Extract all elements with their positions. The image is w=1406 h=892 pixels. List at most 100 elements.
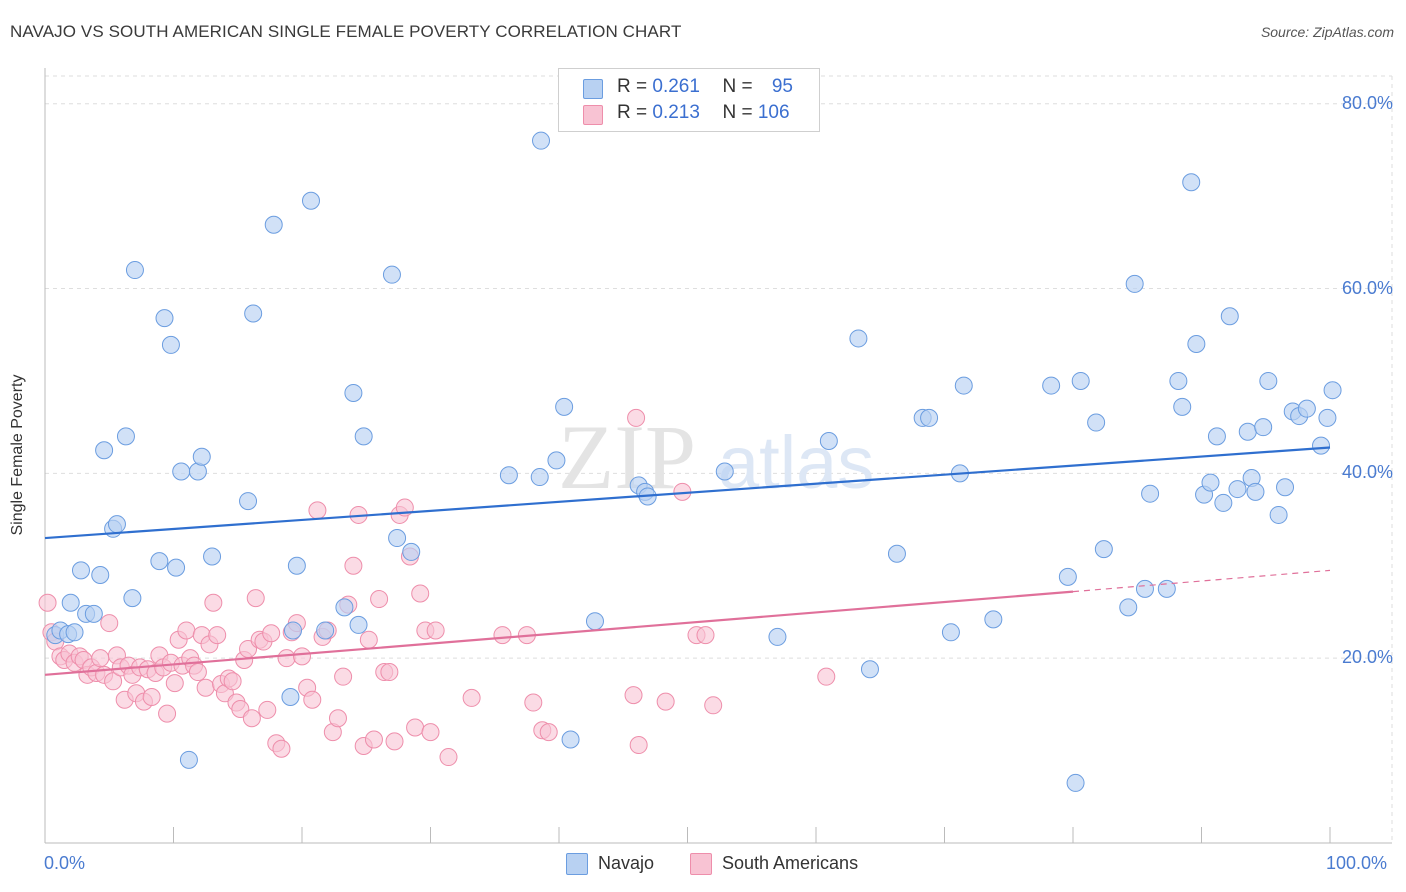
point-navajo — [768, 627, 787, 646]
point-navajo — [1254, 418, 1273, 437]
point-south-americans — [293, 647, 311, 666]
point-navajo — [1207, 427, 1226, 446]
series-navajo — [46, 131, 1342, 792]
legend-swatch-south — [583, 105, 603, 125]
point-south-americans — [196, 678, 215, 697]
y-tick-label: 80.0% — [1341, 92, 1393, 113]
point-navajo — [116, 427, 135, 446]
point-navajo — [1238, 422, 1257, 441]
watermark-atlas: atlas — [718, 421, 874, 504]
point-south-americans — [104, 672, 123, 691]
point-navajo — [1125, 274, 1144, 293]
point-navajo — [1214, 493, 1233, 512]
point-navajo — [1323, 381, 1342, 400]
point-navajo — [382, 265, 401, 284]
point-south-americans — [370, 590, 389, 609]
point-navajo — [819, 432, 838, 451]
point-south-americans — [272, 739, 291, 758]
point-navajo — [203, 547, 222, 566]
point-navajo — [715, 462, 734, 481]
point-navajo — [179, 750, 198, 769]
point-navajo — [123, 589, 142, 608]
legend-n-value-navajo: 95 — [771, 76, 793, 97]
point-navajo — [84, 604, 103, 623]
point-south-americans — [91, 649, 110, 668]
chart-source: Source: ZipAtlas.com — [1260, 24, 1394, 40]
point-south-americans — [380, 663, 399, 682]
point-navajo — [849, 329, 868, 348]
legend-text-south: R = 0.213 N = 106 — [617, 102, 790, 124]
x-tick-label-min: 0.0% — [44, 853, 86, 873]
y-tick-label: 40.0% — [1341, 462, 1393, 483]
bottom-legend-label-south: South Americans — [722, 853, 859, 873]
point-south-americans — [406, 718, 425, 737]
point-navajo — [1276, 478, 1295, 497]
legend-n-label-navajo: N = — [722, 76, 758, 97]
point-navajo — [95, 441, 114, 460]
point-south-americans — [385, 732, 404, 751]
point-south-americans — [627, 408, 646, 427]
point-navajo — [1246, 482, 1265, 501]
point-south-americans — [303, 690, 322, 709]
point-navajo — [954, 376, 973, 395]
point-navajo — [1173, 397, 1192, 416]
bottom-legend-swatch-south — [690, 853, 712, 875]
point-navajo — [1135, 579, 1154, 598]
legend-r-label-navajo: R = — [617, 76, 653, 97]
point-south-americans — [656, 692, 675, 711]
point-navajo — [1297, 399, 1316, 418]
legend-r-value-navajo: 0.261 — [652, 76, 700, 97]
point-south-americans — [277, 649, 296, 668]
y-tick-label: 60.0% — [1341, 277, 1393, 298]
point-navajo — [1312, 436, 1331, 455]
legend-n-value-south: 106 — [757, 102, 790, 123]
point-south-americans — [188, 663, 207, 682]
point-navajo — [1071, 371, 1090, 390]
point-navajo — [284, 621, 303, 640]
point-navajo — [860, 660, 879, 679]
point-south-americans — [624, 686, 643, 705]
point-navajo — [1201, 473, 1220, 492]
trend-line-navajo — [44, 446, 1331, 540]
point-navajo — [301, 191, 320, 210]
point-south-americans — [539, 723, 558, 742]
trend-line-south-americans — [44, 590, 1074, 676]
point-navajo — [1269, 505, 1288, 524]
point-navajo — [530, 468, 549, 487]
point-navajo — [344, 383, 363, 402]
point-navajo — [71, 561, 90, 580]
point-south-americans — [242, 709, 261, 728]
point-navajo — [532, 131, 551, 150]
legend: R = 0.261 N = 95 R = 0.213 N = 106 — [558, 68, 820, 132]
point-navajo — [1169, 371, 1188, 390]
point-south-americans — [334, 667, 353, 686]
point-navajo — [167, 558, 186, 577]
point-south-americans — [328, 709, 347, 728]
point-navajo — [499, 466, 518, 485]
point-navajo — [920, 408, 939, 427]
point-navajo — [984, 610, 1003, 629]
watermark: ZIP atlas — [558, 406, 874, 508]
point-navajo — [402, 542, 421, 561]
point-navajo — [1187, 334, 1206, 353]
point-south-americans — [411, 584, 430, 603]
point-south-americans — [177, 621, 196, 640]
point-south-americans — [165, 674, 184, 693]
point-south-americans — [208, 626, 227, 645]
point-navajo — [65, 623, 84, 642]
point-south-americans — [704, 696, 723, 715]
point-navajo — [585, 612, 604, 631]
point-navajo — [61, 593, 80, 612]
point-south-americans — [426, 621, 445, 640]
point-navajo — [281, 687, 300, 706]
point-navajo — [125, 261, 144, 280]
point-navajo — [150, 552, 169, 571]
point-south-americans — [359, 630, 378, 649]
bottom-legend-label-navajo: Navajo — [598, 853, 655, 873]
point-south-americans — [364, 730, 383, 749]
trend-lines — [44, 446, 1331, 676]
point-navajo — [388, 529, 407, 548]
point-south-americans — [344, 556, 363, 575]
point-south-americans — [204, 593, 223, 612]
legend-n-label-south: N = — [722, 102, 758, 123]
